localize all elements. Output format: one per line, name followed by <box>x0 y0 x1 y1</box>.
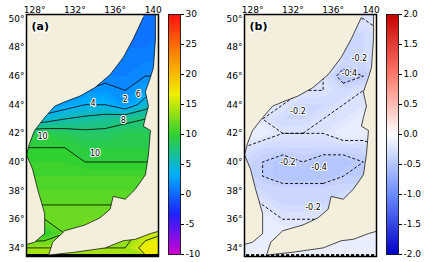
svg-text:10: 10 <box>90 149 100 158</box>
svg-text:8: 8 <box>121 116 126 125</box>
svg-text:140°: 140° <box>145 5 162 15</box>
svg-text:-0.4: -0.4 <box>311 163 327 172</box>
svg-text:25: 25 <box>186 39 197 49</box>
svg-text:50°: 50° <box>227 14 243 24</box>
svg-text:4: 4 <box>90 99 95 108</box>
svg-text:46°: 46° <box>9 71 25 81</box>
svg-text:10: 10 <box>38 132 48 141</box>
svg-text:38°: 38° <box>227 186 243 196</box>
svg-text:10: 10 <box>186 129 198 139</box>
svg-text:-0.2: -0.2 <box>305 203 321 212</box>
svg-text:-0.5: -0.5 <box>404 159 422 169</box>
svg-text:-0.2: -0.2 <box>352 54 368 63</box>
svg-text:40°: 40° <box>9 157 25 167</box>
svg-text:(b): (b) <box>250 20 268 33</box>
svg-text:-0.2: -0.2 <box>280 158 296 167</box>
svg-text:2: 2 <box>123 95 128 104</box>
svg-text:-0.2: -0.2 <box>290 107 306 116</box>
svg-text:42°: 42° <box>9 128 25 138</box>
svg-text:136°: 136° <box>104 5 126 15</box>
svg-text:132°: 132° <box>282 5 304 15</box>
svg-text:1.0: 1.0 <box>404 69 419 79</box>
svg-text:44°: 44° <box>227 100 243 110</box>
svg-text:(a): (a) <box>32 20 49 33</box>
svg-text:50°: 50° <box>9 14 25 24</box>
svg-text:0.5: 0.5 <box>404 99 418 109</box>
svg-text:44°: 44° <box>9 100 25 110</box>
svg-text:-10: -10 <box>186 249 201 259</box>
svg-text:-2.0: -2.0 <box>404 249 422 259</box>
svg-text:-1.5: -1.5 <box>404 219 422 229</box>
svg-text:-1.0: -1.0 <box>404 189 422 199</box>
svg-text:0.0: 0.0 <box>404 129 419 139</box>
svg-text:1.5: 1.5 <box>404 39 418 49</box>
svg-text:5: 5 <box>186 159 192 169</box>
svg-text:132°: 132° <box>64 5 86 15</box>
svg-text:30: 30 <box>186 9 198 19</box>
svg-text:136°: 136° <box>322 5 344 15</box>
svg-text:6: 6 <box>136 90 141 99</box>
svg-text:48°: 48° <box>9 42 25 52</box>
svg-text:15: 15 <box>186 99 197 109</box>
svg-text:38°: 38° <box>9 186 25 196</box>
svg-text:-0.4: -0.4 <box>341 69 357 78</box>
svg-text:42°: 42° <box>227 128 243 138</box>
svg-text:128°: 128° <box>242 5 264 15</box>
svg-text:140°: 140° <box>363 5 380 15</box>
svg-text:20: 20 <box>186 69 198 79</box>
svg-text:40°: 40° <box>227 157 243 167</box>
svg-text:2.0: 2.0 <box>404 9 419 19</box>
svg-text:128°: 128° <box>24 5 46 15</box>
svg-text:0: 0 <box>186 189 192 199</box>
svg-text:46°: 46° <box>227 71 243 81</box>
svg-text:34°: 34° <box>9 243 25 253</box>
svg-text:-5: -5 <box>186 219 195 229</box>
svg-text:36°: 36° <box>227 214 243 224</box>
svg-text:34°: 34° <box>227 243 243 253</box>
svg-text:36°: 36° <box>9 214 25 224</box>
svg-text:48°: 48° <box>227 42 243 52</box>
